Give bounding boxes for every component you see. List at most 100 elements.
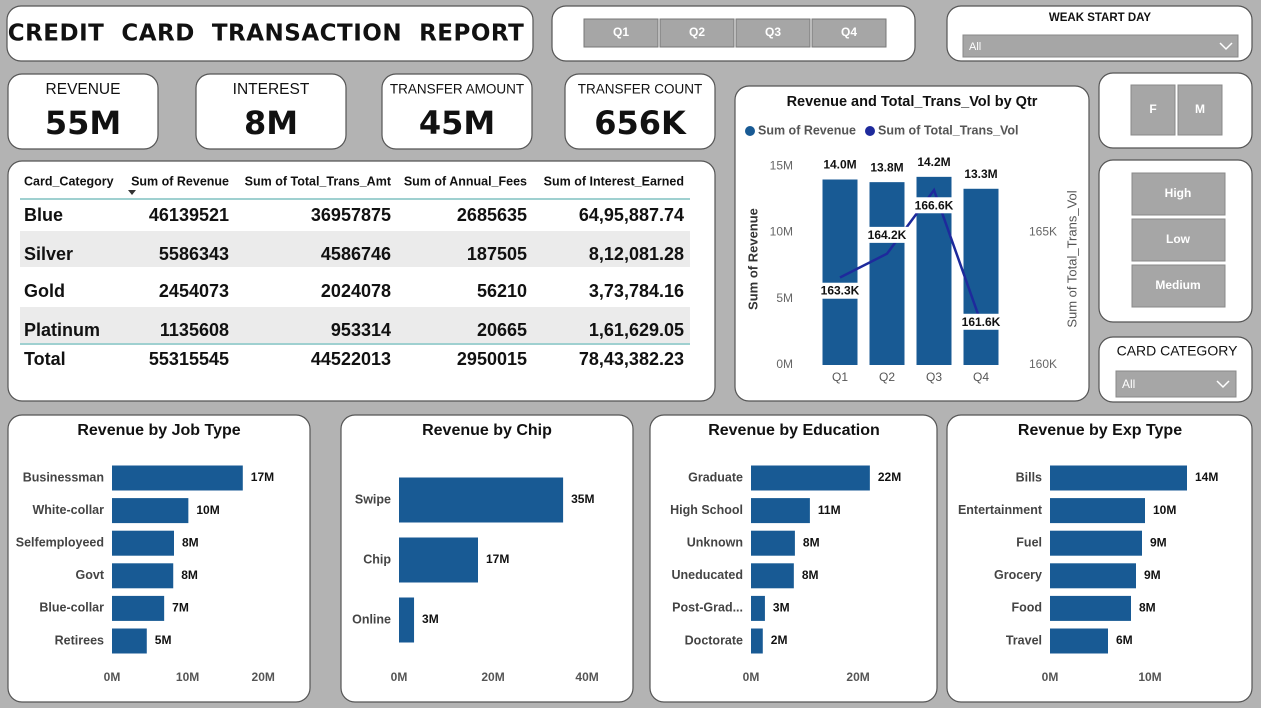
quarter-button[interactable] bbox=[583, 18, 659, 48]
legend-label: Sum of Revenue bbox=[758, 123, 856, 137]
legend-marker bbox=[745, 126, 755, 136]
bar-value-label: 14M bbox=[1195, 470, 1218, 484]
bar bbox=[112, 595, 165, 621]
bar-value-label: 8M bbox=[1139, 601, 1156, 615]
line-value-label: 164.2K bbox=[868, 228, 907, 242]
quarter-button-label[interactable]: Q1 bbox=[613, 25, 629, 39]
table-total-cell: 44522013 bbox=[311, 349, 391, 369]
bar-value-label: 2M bbox=[771, 633, 788, 647]
week-dropdown[interactable] bbox=[962, 34, 1239, 58]
table-total-cell: Total bbox=[24, 349, 66, 369]
card-category-value[interactable]: All bbox=[1122, 377, 1135, 391]
dropdown-chevron bbox=[1219, 42, 1233, 51]
table-cell: 56210 bbox=[477, 281, 527, 301]
bar-value-label: 17M bbox=[251, 470, 274, 484]
quarter-button[interactable] bbox=[811, 18, 887, 48]
x-tick-label: 10M bbox=[1138, 670, 1161, 684]
y-tick-label: Bills bbox=[1016, 470, 1042, 484]
gender-button[interactable] bbox=[1130, 84, 1176, 136]
table-cell: 20665 bbox=[477, 320, 527, 340]
income-button-label[interactable]: High bbox=[1165, 186, 1192, 200]
dropdown-chevron bbox=[1216, 380, 1230, 389]
quarter-button[interactable] bbox=[659, 18, 735, 48]
bar bbox=[1050, 628, 1108, 654]
x-tick-label: Q4 bbox=[973, 370, 989, 384]
report-title: CREDIT CARD TRANSACTION REPORT bbox=[8, 21, 525, 47]
bar-value-label: 8M bbox=[802, 568, 819, 582]
line-value-label: 166.6K bbox=[915, 198, 954, 212]
quarter-button-label[interactable]: Q2 bbox=[689, 25, 705, 39]
row-band bbox=[20, 307, 690, 343]
y-tick-label: Travel bbox=[1006, 633, 1042, 647]
legend-marker bbox=[865, 126, 875, 136]
table-header: Sum of Total_Trans_Amt bbox=[245, 174, 392, 188]
table-total-cell: 78,43,382.23 bbox=[579, 349, 684, 369]
bar-value-label: 13.8M bbox=[870, 160, 903, 174]
table-cell: 46139521 bbox=[149, 205, 229, 225]
income-button[interactable] bbox=[1131, 264, 1226, 308]
bar-value-label: 7M bbox=[172, 601, 189, 615]
bar-value-label: 10M bbox=[1153, 503, 1176, 517]
chart-panel bbox=[649, 414, 938, 703]
kpi-value: 656K bbox=[594, 104, 687, 142]
bar bbox=[869, 182, 905, 365]
bar-value-label: 13.3M bbox=[964, 167, 997, 181]
income-button[interactable] bbox=[1131, 172, 1226, 216]
y-tick-label: 0M bbox=[776, 357, 793, 371]
chart-title: Revenue by Job Type bbox=[77, 422, 240, 439]
quarter-button[interactable] bbox=[735, 18, 811, 48]
bar bbox=[112, 628, 147, 654]
bar-value-label: 3M bbox=[422, 612, 439, 626]
bar bbox=[112, 498, 189, 524]
quarter-button-label[interactable]: Q3 bbox=[765, 25, 781, 39]
bar bbox=[751, 628, 763, 654]
quarter-button-label[interactable]: Q4 bbox=[841, 25, 857, 39]
y2-tick-label: 165K bbox=[1029, 225, 1057, 239]
y-tick-label: Post-Grad... bbox=[672, 601, 743, 615]
sort-indicator bbox=[128, 190, 136, 195]
kpi-label: INTEREST bbox=[233, 81, 310, 98]
y-tick-label: Govt bbox=[76, 568, 105, 582]
income-button-label[interactable]: Low bbox=[1166, 232, 1191, 246]
card-category-dropdown[interactable] bbox=[1115, 370, 1237, 398]
income-button[interactable] bbox=[1131, 218, 1226, 262]
gender-button[interactable] bbox=[1177, 84, 1223, 136]
table-cell: 1,61,629.05 bbox=[589, 320, 684, 340]
week-slicer-label: WEAK START DAY bbox=[1049, 12, 1152, 24]
y-tick-label: Online bbox=[352, 612, 391, 626]
kpi-value: 8M bbox=[244, 104, 298, 142]
bar-value-label: 8M bbox=[803, 535, 820, 549]
gender-button-label[interactable]: F bbox=[1149, 102, 1156, 116]
x-tick-label: 20M bbox=[846, 670, 869, 684]
line-label-bg bbox=[865, 226, 909, 243]
table-cell: 187505 bbox=[467, 244, 527, 264]
week-dropdown-value[interactable]: All bbox=[969, 41, 981, 53]
bar-value-label: 14.0M bbox=[823, 158, 856, 172]
table-cell: 953314 bbox=[331, 320, 391, 340]
y-tick-label: Fuel bbox=[1016, 535, 1042, 549]
bar bbox=[1050, 563, 1136, 589]
x-tick-label: Q1 bbox=[832, 370, 848, 384]
bar bbox=[1050, 595, 1131, 621]
y-tick-label: Businessman bbox=[23, 470, 104, 484]
x-tick-label: 20M bbox=[481, 670, 504, 684]
income-button-label[interactable]: Medium bbox=[1155, 278, 1200, 292]
bar bbox=[1050, 530, 1142, 556]
gender-button-label[interactable]: M bbox=[1195, 102, 1205, 116]
card-category-label: CARD CATEGORY bbox=[1117, 343, 1238, 359]
kpi-value: 45M bbox=[419, 104, 495, 142]
y-tick-label: Swipe bbox=[355, 492, 391, 506]
y-tick-label: 15M bbox=[770, 158, 793, 172]
y-tick-label: Chip bbox=[363, 552, 391, 566]
line-label-bg bbox=[818, 282, 862, 299]
table-cell: Platinum bbox=[24, 320, 100, 340]
table-cell: 2454073 bbox=[159, 281, 229, 301]
line-value-label: 161.6K bbox=[962, 315, 1001, 329]
bar-value-label: 11M bbox=[818, 503, 841, 517]
y-tick-label: Blue-collar bbox=[39, 601, 104, 615]
kpi-card bbox=[195, 73, 347, 150]
y-tick-label: Entertainment bbox=[958, 503, 1043, 517]
table-header: Sum of Revenue bbox=[131, 174, 229, 188]
